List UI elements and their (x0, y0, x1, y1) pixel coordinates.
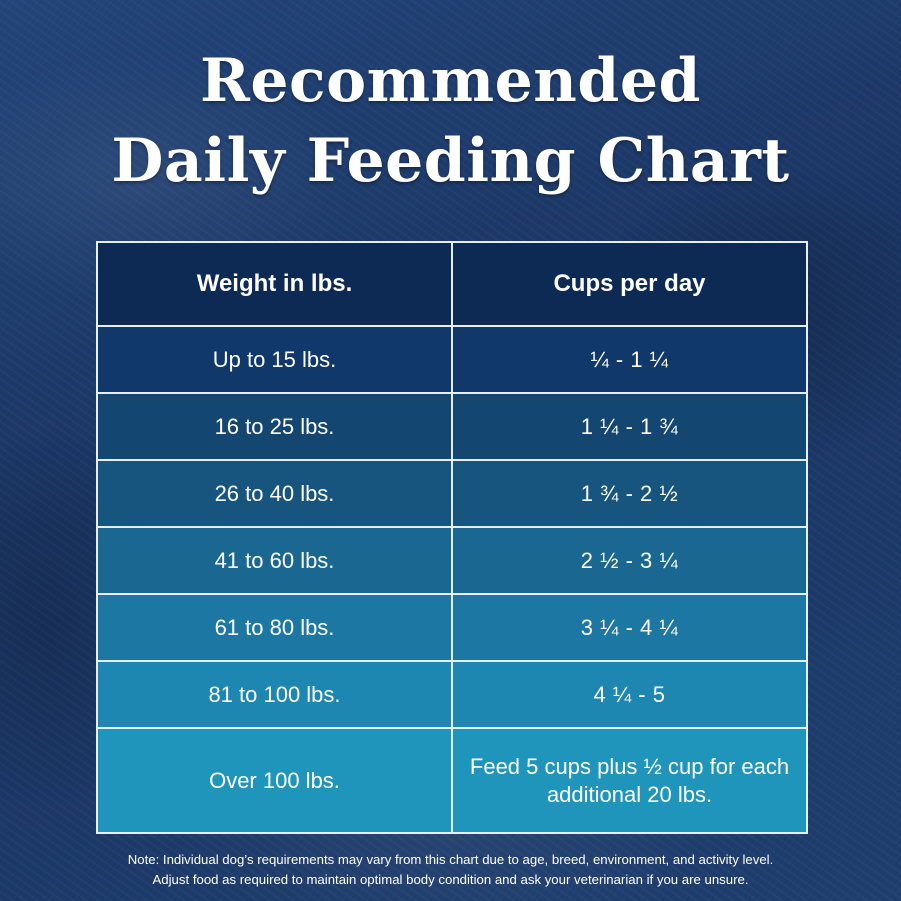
cups-cell: 2 ½ - 3 ¼ (451, 526, 808, 595)
weight-cell: 26 to 40 lbs. (96, 459, 453, 528)
cups-cell: 1 ¾ - 2 ½ (451, 459, 808, 528)
weight-cell: 41 to 60 lbs. (96, 526, 453, 595)
table-row: 26 to 40 lbs. 1 ¾ - 2 ½ (96, 459, 808, 528)
weight-cell: Over 100 lbs. (96, 727, 453, 834)
feeding-chart-table: Weight in lbs. Cups per day Up to 15 lbs… (96, 241, 808, 834)
table-row: 81 to 100 lbs. 4 ¼ - 5 (96, 660, 808, 729)
page-title-line-1: Recommended (200, 46, 701, 116)
cups-cell: 1 ¼ - 1 ¾ (451, 392, 808, 461)
header-cups: Cups per day (451, 241, 808, 327)
header-weight: Weight in lbs. (96, 241, 453, 327)
table-row: 61 to 80 lbs. 3 ¼ - 4 ¼ (96, 593, 808, 662)
page-title-line-2: Daily Feeding Chart (111, 126, 790, 196)
cups-cell: ¼ - 1 ¼ (451, 325, 808, 394)
table-row: Over 100 lbs. Feed 5 cups plus ½ cup for… (96, 727, 808, 834)
cups-cell: 3 ¼ - 4 ¼ (451, 593, 808, 662)
weight-cell: 61 to 80 lbs. (96, 593, 453, 662)
weight-cell: Up to 15 lbs. (96, 325, 453, 394)
table-header-row: Weight in lbs. Cups per day (96, 241, 808, 327)
disclaimer-line-2: Adjust food as required to maintain opti… (152, 872, 749, 887)
weight-cell: 81 to 100 lbs. (96, 660, 453, 729)
disclaimer-line-1: Note: Individual dog’s requirements may … (127, 852, 774, 867)
table-row: 16 to 25 lbs. 1 ¼ - 1 ¾ (96, 392, 808, 461)
cups-cell: 4 ¼ - 5 (451, 660, 808, 729)
disclaimer-note: Note: Individual dog’s requirements may … (40, 850, 861, 890)
weight-cell: 16 to 25 lbs. (96, 392, 453, 461)
table-row: 41 to 60 lbs. 2 ½ - 3 ¼ (96, 526, 808, 595)
table-row: Up to 15 lbs. ¼ - 1 ¼ (96, 325, 808, 394)
cups-cell: Feed 5 cups plus ½ cup for each addition… (451, 727, 808, 834)
